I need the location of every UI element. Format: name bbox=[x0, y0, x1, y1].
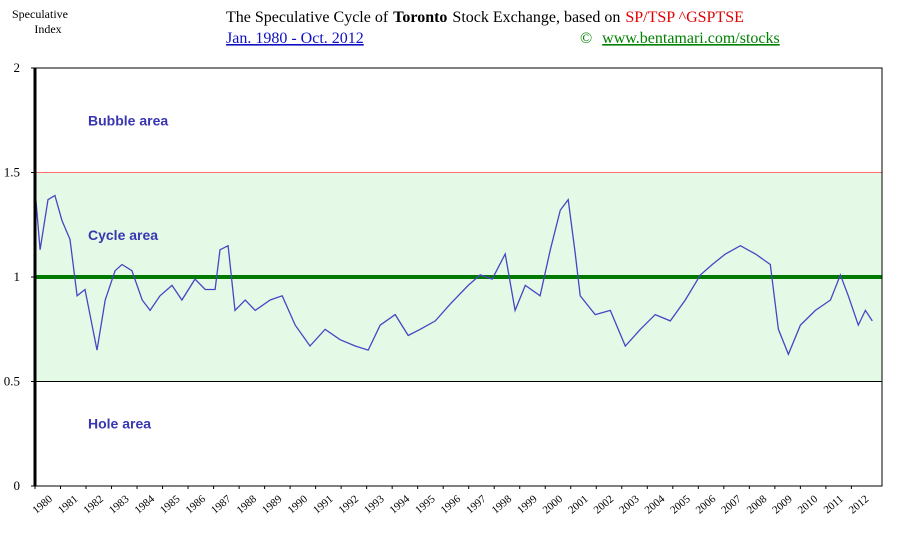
credit-url: www.bentamari.com/stocks bbox=[602, 30, 780, 47]
y-tick-label: 2 bbox=[14, 60, 21, 75]
y-tick-label: 1 bbox=[14, 269, 21, 284]
subtitle: Jan. 1980 - Oct. 2012 bbox=[226, 30, 364, 47]
annotation: Hole area bbox=[88, 415, 151, 431]
y-tick-label: 0.5 bbox=[4, 374, 20, 389]
index-line bbox=[34, 189, 873, 357]
y-tick-label: 1.5 bbox=[4, 165, 20, 180]
y-axis-label: Index bbox=[34, 22, 61, 36]
annotation: Bubble area bbox=[88, 112, 168, 128]
credit: © www.bentamari.com/stocks bbox=[580, 30, 780, 47]
annotation: Cycle area bbox=[88, 227, 158, 243]
y-axis-label: Speculative bbox=[12, 7, 68, 21]
chart-title: The Speculative Cycle of Toronto Stock Exc… bbox=[226, 9, 744, 26]
credit-symbol: © bbox=[580, 30, 592, 47]
y-tick-label: 0 bbox=[14, 478, 21, 493]
title-part: The Speculative Cycle of bbox=[226, 9, 389, 26]
title-part: SP/TSP ^GSPTSE bbox=[625, 9, 744, 26]
title-part: Toronto bbox=[393, 9, 447, 26]
title-part: Stock Exchange, based on bbox=[452, 9, 620, 26]
